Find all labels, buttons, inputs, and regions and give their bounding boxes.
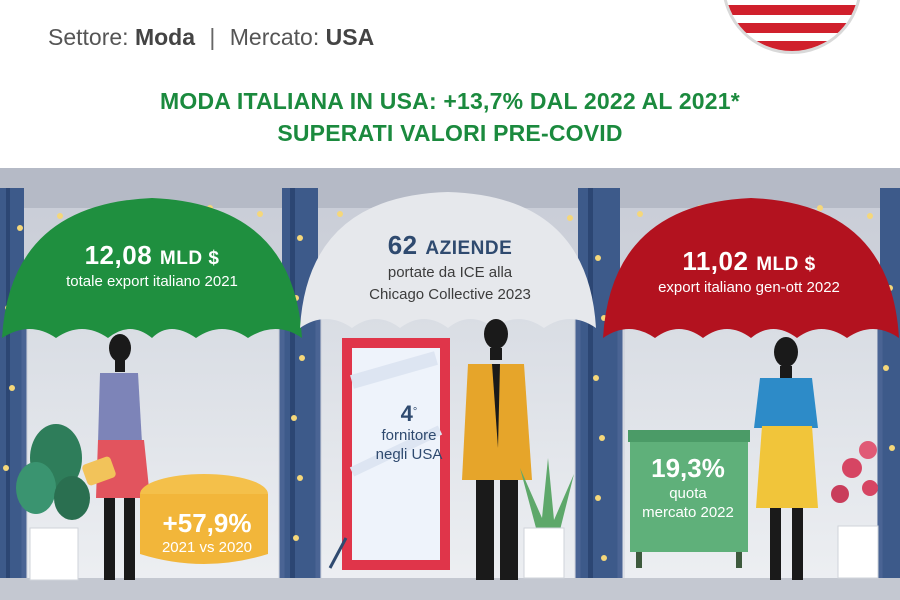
plant-middle-icon bbox=[520, 458, 574, 579]
export-2021-unit: MLD $ bbox=[159, 248, 220, 269]
export-2022-unit: MLD $ bbox=[756, 254, 816, 275]
mannequin-woman-left-icon bbox=[82, 334, 150, 580]
share-stat: 19,3% quota mercato 2022 bbox=[626, 453, 750, 522]
mannequin-man-icon bbox=[462, 319, 532, 580]
canopy-white bbox=[300, 192, 596, 328]
plant-right-icon bbox=[831, 441, 879, 579]
sector-label: Settore: bbox=[48, 24, 129, 50]
shop-window-scene: 12,08 MLD $ totale export italiano 2021 … bbox=[0, 168, 900, 600]
canopy-export-2022: 11,02 MLD $ export italiano gen-ott 2022 bbox=[612, 246, 886, 296]
headline-line-1: MODA ITALIANA IN USA: +13,7% DAL 2022 AL… bbox=[160, 88, 740, 114]
growth-stat: +57,9% 2021 vs 2020 bbox=[142, 508, 272, 556]
sector-value: Moda bbox=[134, 24, 195, 50]
header: Settore: Moda | Mercato: USA bbox=[48, 24, 374, 51]
mannequin-woman-right-icon bbox=[754, 337, 818, 580]
canopy-green bbox=[2, 198, 302, 338]
cabinet-share bbox=[628, 430, 750, 568]
growth-label: 2021 vs 2020 bbox=[161, 539, 253, 556]
export-2022-value: 11,02 bbox=[682, 246, 749, 276]
canopy-companies: 62 AZIENDE portate da ICE alla Chicago C… bbox=[305, 230, 595, 305]
plant-left-icon bbox=[16, 424, 90, 581]
rank-label-2: negli USA bbox=[375, 446, 443, 463]
companies-description-1: portate da ICE alla bbox=[387, 264, 513, 281]
export-2021-description: totale export italiano 2021 bbox=[66, 273, 238, 290]
companies-description-2: Chicago Collective 2023 bbox=[369, 286, 531, 303]
headline-line-2: SUPERATI VALORI PRE-COVID bbox=[277, 120, 623, 146]
rank-stat: 4° fornitore negli USA bbox=[365, 403, 453, 464]
pouf-growth bbox=[140, 494, 268, 564]
share-value: 19,3% bbox=[651, 453, 725, 483]
share-label-1: quota bbox=[669, 485, 707, 502]
rank-ordinal: ° bbox=[412, 406, 418, 418]
scene-illustration bbox=[0, 168, 900, 600]
companies-unit: AZIENDE bbox=[425, 238, 513, 259]
header-separator: | bbox=[209, 24, 216, 50]
share-label-2: mercato 2022 bbox=[642, 504, 734, 521]
canopy-export-2021: 12,08 MLD $ totale export italiano 2021 bbox=[24, 240, 280, 290]
canopy-red bbox=[603, 198, 899, 338]
mirror-icon bbox=[328, 338, 450, 570]
rank-value: 4 bbox=[400, 401, 413, 426]
market-label: Mercato: bbox=[229, 24, 320, 50]
growth-value: +57,9% bbox=[162, 508, 252, 538]
companies-value: 62 bbox=[387, 230, 418, 260]
rank-label-1: fornitore bbox=[381, 427, 437, 444]
usa-flag-icon bbox=[722, 0, 862, 54]
export-2022-description: export italiano gen-ott 2022 bbox=[658, 279, 840, 296]
export-2021-value: 12,08 bbox=[84, 240, 153, 270]
market-value: USA bbox=[325, 24, 375, 50]
